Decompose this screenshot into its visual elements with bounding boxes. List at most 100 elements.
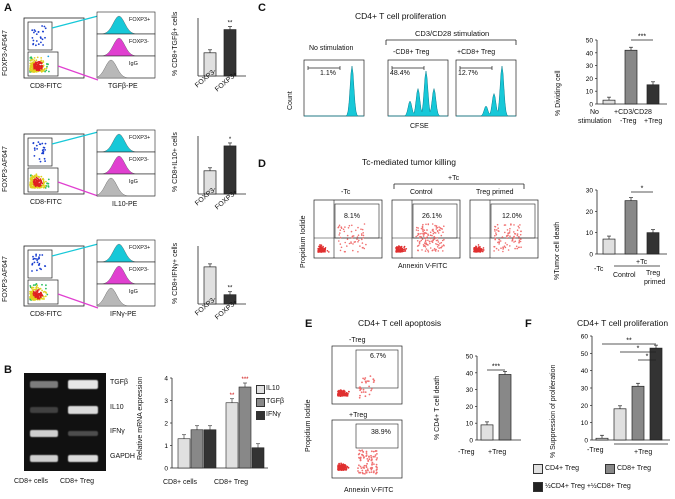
event-dot <box>366 468 369 470</box>
event-dot <box>346 245 348 247</box>
gate-arrow <box>57 65 99 81</box>
event-dot <box>39 184 42 187</box>
event-dot <box>37 64 40 67</box>
significance: * <box>637 346 640 353</box>
event-dot <box>343 390 346 393</box>
a-row3-xaxis: CD8-FITC <box>30 311 62 318</box>
event-dot <box>362 388 365 391</box>
event-dot <box>362 454 365 457</box>
event-dot <box>40 41 42 44</box>
event-dot <box>31 64 34 67</box>
event-dot <box>441 239 444 242</box>
event-dot <box>370 454 372 457</box>
c-hist-ylabel: Count <box>287 91 294 110</box>
event-dot <box>38 69 41 72</box>
event-dot <box>433 231 436 234</box>
event-dot <box>443 238 445 241</box>
event-dot <box>439 242 441 245</box>
event-dot <box>514 240 517 243</box>
event-dot <box>36 56 39 59</box>
a-row2-bars: * <box>197 136 246 195</box>
event-dot <box>36 61 39 64</box>
d-dot-3 <box>469 199 539 259</box>
c-pct-3: 12.7% <box>458 70 478 77</box>
event-dot <box>41 152 43 155</box>
event-dot <box>423 245 425 248</box>
hist-curve <box>96 287 155 307</box>
event-dot <box>340 467 342 470</box>
e-dot-2 <box>331 419 403 479</box>
event-dot <box>29 296 32 299</box>
event-dot <box>38 262 41 265</box>
event-dot <box>44 187 47 189</box>
event-dot <box>367 469 369 472</box>
event-dot <box>357 226 359 229</box>
event-dot <box>47 185 50 187</box>
d-xlabel: Annexin V-FITC <box>398 263 448 270</box>
c-hist-xlabel: CFSE <box>410 123 429 130</box>
event-dot <box>360 387 362 390</box>
c-hist-3 <box>455 59 517 117</box>
significance: ** <box>228 286 233 292</box>
d-dot-2 <box>391 199 461 259</box>
event-dot <box>427 251 430 253</box>
event-dot <box>403 245 406 248</box>
event-dot <box>421 229 424 231</box>
f-cat-1: -Treg <box>587 447 604 454</box>
y-tick-label: 10 <box>581 420 589 427</box>
d-tc-bar-bracket <box>614 265 660 267</box>
bar <box>646 84 660 105</box>
event-dot <box>440 246 443 249</box>
gate-arrow <box>57 181 99 197</box>
event-dot <box>494 237 497 239</box>
event-dot <box>362 232 364 234</box>
event-dot <box>400 250 402 252</box>
event-dot <box>437 232 440 234</box>
event-dot <box>36 294 38 296</box>
event-dot <box>322 247 324 249</box>
event-dot <box>35 144 38 147</box>
c-cat-stimulation: stimulation <box>578 118 612 125</box>
event-dot <box>431 223 434 225</box>
event-dot <box>494 235 496 237</box>
event-dot <box>506 237 508 239</box>
event-dot <box>422 244 425 246</box>
b-gel-band-ifng: IFNγ <box>110 428 125 435</box>
event-dot <box>35 59 38 62</box>
event-dot <box>431 229 434 231</box>
event-dot <box>33 29 36 31</box>
event-dot <box>505 235 508 237</box>
event-dot <box>475 245 477 248</box>
event-dot <box>42 149 45 151</box>
event-dot <box>370 471 373 473</box>
event-dot <box>494 228 496 231</box>
event-dot <box>373 463 375 465</box>
event-dot <box>365 243 367 246</box>
event-dot <box>328 251 330 253</box>
event-dot <box>423 229 426 231</box>
event-dot <box>44 160 46 162</box>
significance: *** <box>638 34 646 41</box>
event-dot <box>418 242 421 245</box>
event-dot <box>518 227 520 229</box>
event-dot <box>37 294 40 297</box>
event-dot <box>375 463 378 466</box>
y-tick-label: 2 <box>164 421 168 428</box>
event-dot <box>516 233 519 235</box>
event-dot <box>433 235 435 238</box>
event-dot <box>40 297 43 300</box>
event-dot <box>435 239 438 242</box>
event-dot <box>319 244 321 246</box>
event-dot <box>508 230 511 232</box>
event-dot <box>33 155 36 157</box>
event-dot <box>358 449 361 452</box>
event-dot <box>509 235 511 237</box>
y-tick-label: 10 <box>466 421 474 428</box>
event-dot <box>41 182 44 185</box>
event-dot <box>356 238 358 240</box>
d-ylabel: Propidium Iodide <box>300 215 307 268</box>
event-dot <box>427 249 429 252</box>
event-dot <box>478 249 481 251</box>
event-dot <box>416 240 419 242</box>
event-dot <box>40 70 43 73</box>
